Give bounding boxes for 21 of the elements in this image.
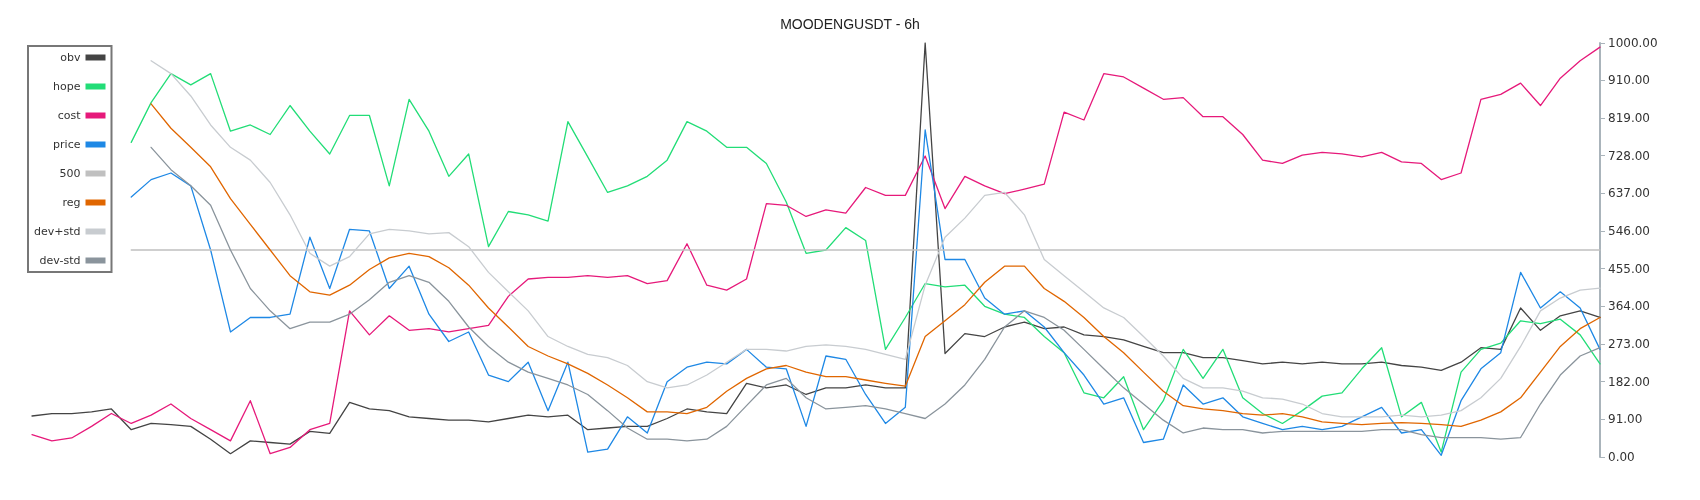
legend-label: price [53,138,81,151]
y-tick-label: 364.00 [1608,299,1650,314]
y-tick-label: 0.00 [1608,450,1635,464]
legend-label: dev+std [33,225,81,238]
y-tick-label: 637.00 [1608,186,1650,201]
legend-label: cost [57,109,82,122]
y-tick-label: 182.00 [1608,374,1650,389]
y-tick-label: 819.00 [1608,110,1650,125]
legend-label: reg [62,196,81,209]
y-tick-label: 910.00 [1608,73,1650,88]
legend-label: hope [53,80,81,93]
legend-label: obv [60,51,81,64]
legend-label: dev-std [39,254,81,267]
y-tick-label: 91.00 [1608,412,1643,427]
y-tick-label: 728.00 [1608,148,1650,163]
legend-label: 500 [59,167,81,180]
y-tick-label: 455.00 [1608,261,1650,276]
y-tick-label: 546.00 [1608,223,1650,238]
y-tick-label: 273.00 [1608,336,1650,351]
chart-title: MOODENGUSDT - 6h [780,16,920,32]
y-tick-label: 1000.00 [1608,36,1658,50]
